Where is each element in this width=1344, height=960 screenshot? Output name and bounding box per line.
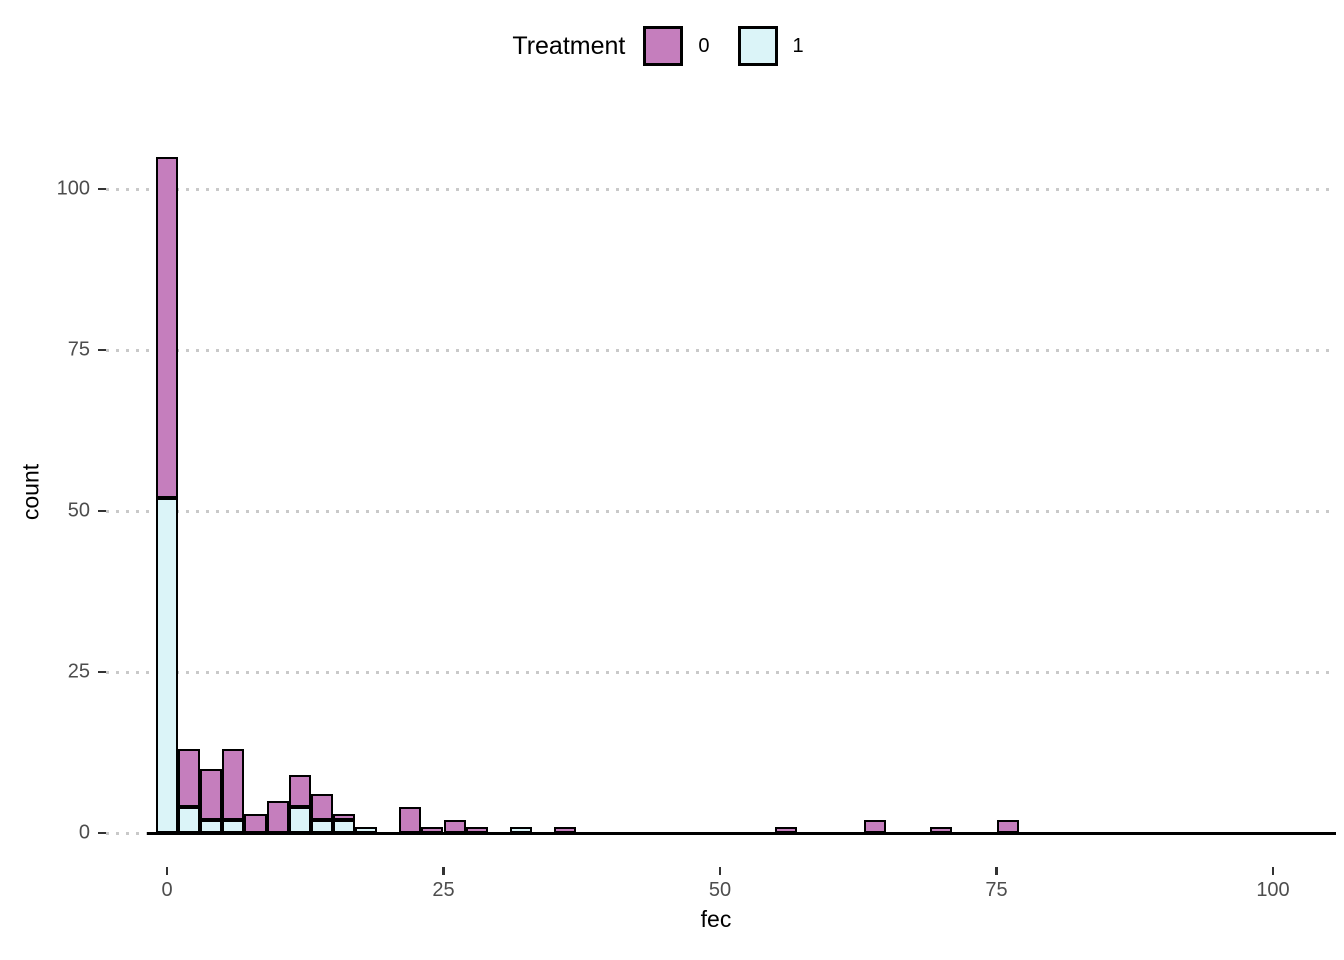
bar-segment-treatment0	[930, 826, 953, 833]
bar-segment-treatment0	[554, 826, 577, 833]
y-tick-100	[98, 187, 106, 191]
bar-segment-treatment0	[244, 813, 267, 833]
bar-segment-treatment1	[178, 807, 201, 833]
legend-swatch-1	[737, 26, 778, 66]
y-tick-label-75: 75	[67, 338, 90, 361]
y-tick-75	[98, 348, 106, 352]
bar-segment-treatment0	[222, 749, 245, 821]
legend-swatch-0	[643, 26, 684, 66]
bar-segment-treatment1	[155, 498, 179, 833]
bar-segment-treatment0	[266, 800, 289, 833]
x-tick-25	[442, 867, 445, 875]
y-tick-label-50: 50	[67, 499, 90, 522]
legend-key-1: 1	[737, 26, 804, 66]
x-tick-0	[165, 867, 169, 875]
bar-segment-treatment0	[200, 768, 223, 821]
x-tick-75	[995, 867, 998, 875]
x-tick-50	[718, 867, 722, 875]
x-tick-label-0: 0	[161, 879, 173, 901]
gridline-y-100	[106, 188, 1336, 191]
legend-key-0: 0	[643, 26, 710, 66]
bar-segment-treatment0	[310, 794, 333, 821]
y-tick-0	[98, 831, 106, 835]
y-tick-label-25: 25	[67, 660, 90, 683]
x-tick-label-100: 100	[1256, 879, 1290, 901]
x-tick-100	[1271, 867, 1275, 875]
y-tick-label-0: 0	[78, 821, 90, 844]
bar-segment-treatment0	[775, 826, 798, 833]
plot-panel	[106, 123, 1336, 867]
x-tick-label-75: 75	[985, 879, 1008, 901]
bar-segment-treatment0	[178, 749, 201, 808]
x-tick-label-50: 50	[708, 879, 732, 901]
bar-segment-treatment1	[509, 826, 532, 833]
bar-segment-treatment0	[465, 826, 488, 833]
bar-segment-treatment0	[155, 156, 179, 499]
bar-segment-treatment1	[355, 826, 378, 833]
bar-segment-treatment0	[421, 826, 444, 833]
legend-label-1: 1	[792, 34, 804, 57]
y-tick-25	[98, 670, 106, 674]
bar-segment-treatment0	[332, 813, 355, 821]
gridline-y-75	[106, 349, 1336, 352]
legend-title: Treatment	[512, 31, 626, 60]
gridline-y-50	[106, 510, 1336, 513]
bar-segment-treatment0	[399, 807, 422, 833]
gridline-y-25	[106, 671, 1336, 674]
y-tick-50	[98, 509, 106, 513]
bar-segment-treatment1	[288, 807, 311, 833]
bar-segment-treatment0	[288, 775, 311, 808]
x-tick-label-25: 25	[432, 879, 455, 901]
legend-label-0: 0	[698, 34, 710, 57]
zero-baseline	[147, 832, 1336, 835]
x-axis-title: fec	[700, 906, 732, 932]
y-tick-label-100: 100	[56, 177, 90, 200]
